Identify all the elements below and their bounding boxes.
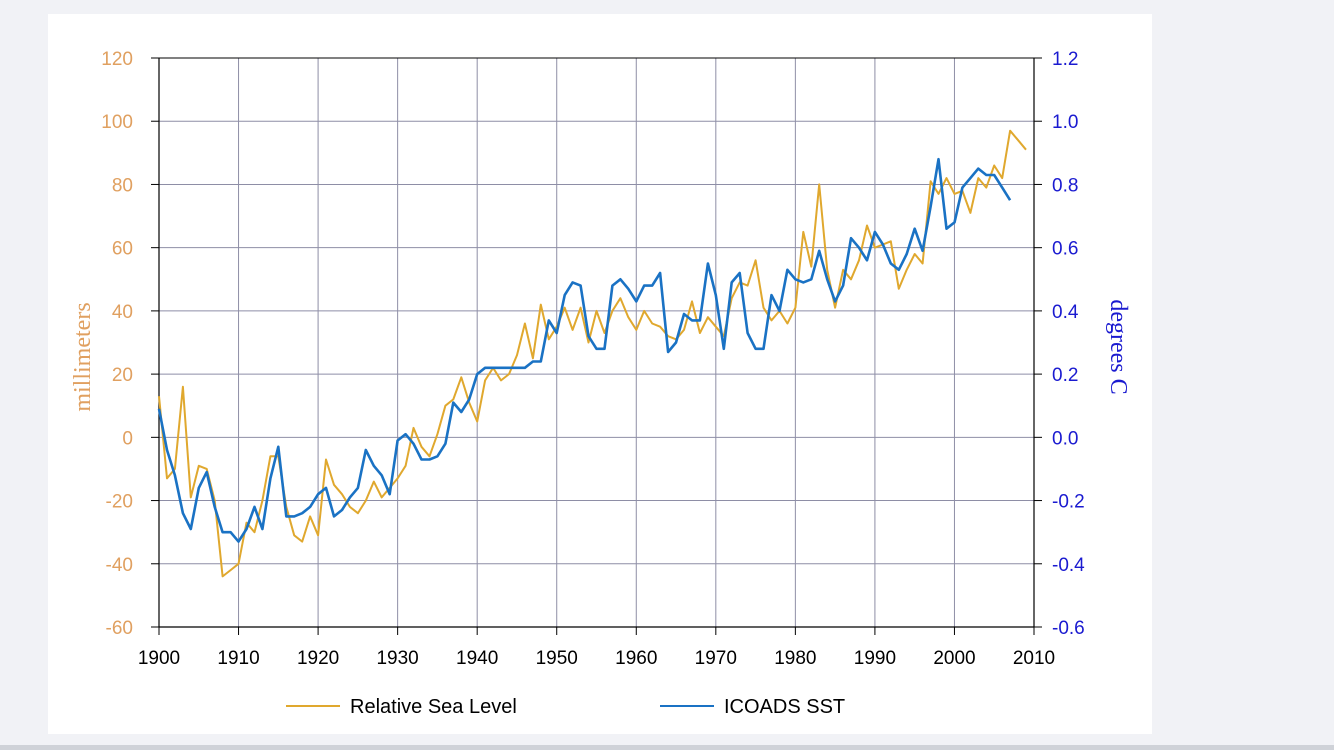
legend-label-sst: ICOADS SST bbox=[724, 696, 845, 718]
y-left-tick-label: 100 bbox=[101, 112, 133, 133]
y-left-tick-label: 40 bbox=[112, 302, 133, 323]
series-lines bbox=[157, 129, 1027, 578]
x-tick-label: 2010 bbox=[1013, 648, 1055, 669]
series-line-relative-sea-level bbox=[158, 129, 1027, 578]
tick-labels: 1900 1910 1920 1930 1940 1950 1960 1970 1980 1990… bbox=[101, 49, 1085, 669]
legend: Relative Sea Level ICOADS SST bbox=[286, 696, 845, 718]
y-right-tick-label: 0.2 bbox=[1052, 365, 1078, 386]
x-tick-label: 1960 bbox=[615, 648, 657, 669]
chart-panel: 1900 1910 1920 1930 1940 1950 1960 1970 1980 1990… bbox=[48, 14, 1152, 734]
left-axis-title: millimeters bbox=[70, 302, 96, 411]
y-left-tick-label: 120 bbox=[101, 49, 133, 70]
line-chart: 1900 1910 1920 1930 1940 1950 1960 1970 1980 1990… bbox=[70, 49, 1131, 718]
x-tick-label: 1900 bbox=[138, 648, 180, 669]
axes bbox=[151, 57, 1042, 635]
y-right-tick-label: 1.2 bbox=[1052, 49, 1078, 70]
y-left-tick-label: 60 bbox=[112, 239, 133, 260]
legend-label-sea-level: Relative Sea Level bbox=[350, 696, 517, 718]
y-right-tick-label: -0.4 bbox=[1052, 555, 1085, 576]
x-tick-label: 1990 bbox=[854, 648, 896, 669]
y-right-tick-label: 0.6 bbox=[1052, 239, 1078, 260]
y-right-tick-label: 1.0 bbox=[1052, 112, 1078, 133]
grid bbox=[158, 57, 1035, 628]
x-tick-label: 1930 bbox=[376, 648, 418, 669]
y-right-tick-label: -0.6 bbox=[1052, 618, 1085, 639]
x-tick-label: 1920 bbox=[297, 648, 339, 669]
y-left-tick-label: -40 bbox=[106, 555, 133, 576]
y-right-tick-label: 0.4 bbox=[1052, 302, 1079, 323]
x-tick-label: 2000 bbox=[933, 648, 975, 669]
x-tick-label: 1980 bbox=[774, 648, 816, 669]
y-left-tick-label: 0 bbox=[122, 428, 133, 449]
x-tick-label: 1910 bbox=[217, 648, 259, 669]
y-left-tick-label: -20 bbox=[106, 492, 133, 513]
x-tick-label: 1940 bbox=[456, 648, 498, 669]
y-right-tick-label: -0.2 bbox=[1052, 492, 1085, 513]
page-bottom-rule bbox=[0, 745, 1334, 750]
right-axis-title: degrees C bbox=[1105, 299, 1131, 394]
y-left-tick-label: 20 bbox=[112, 365, 133, 386]
x-tick-label: 1970 bbox=[695, 648, 737, 669]
y-left-tick-label: 80 bbox=[112, 175, 133, 196]
y-left-tick-label: -60 bbox=[106, 618, 133, 639]
x-tick-label: 1950 bbox=[536, 648, 578, 669]
y-right-tick-label: 0.8 bbox=[1052, 175, 1078, 196]
y-right-tick-label: 0.0 bbox=[1052, 428, 1078, 449]
series-line-icoads-sst bbox=[157, 157, 1012, 543]
